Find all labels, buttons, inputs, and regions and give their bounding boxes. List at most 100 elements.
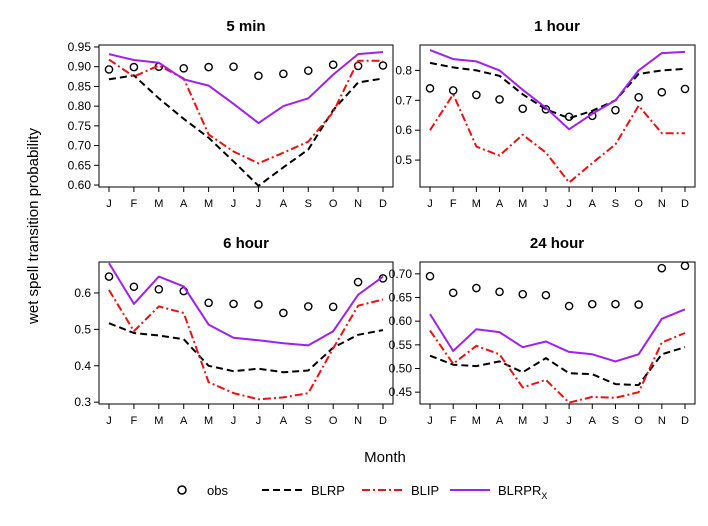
legend-blrprx-main: BLRPR bbox=[498, 483, 541, 498]
x-tick-label: N bbox=[658, 415, 666, 427]
x-tick-label: A bbox=[589, 198, 597, 210]
series-layer bbox=[425, 49, 690, 184]
panel-24hour: 24 hour 0.45 0.50 0.55 0.60 0.65 0.70 J F M A M J J… bbox=[389, 235, 696, 427]
x-tick-label: M bbox=[472, 198, 481, 210]
x-tick-label: D bbox=[379, 415, 387, 427]
x-tick-label: F bbox=[450, 198, 457, 210]
obs-point bbox=[657, 87, 667, 97]
panel-5min: 5 min 0.60 0.65 0.70 0.75 0.80 0.85 0.90 0.95 J… bbox=[68, 18, 394, 210]
x-tick-label: N bbox=[658, 198, 666, 210]
y-tick-label: 0.70 bbox=[68, 139, 92, 153]
x-axis-label: Month bbox=[364, 449, 406, 466]
x-tick-label: O bbox=[634, 198, 643, 210]
x-tick-label: N bbox=[354, 198, 362, 210]
series-line-blip bbox=[429, 330, 686, 404]
obs-point bbox=[229, 299, 238, 309]
series-line-blip bbox=[108, 58, 383, 165]
x-tick-label: A bbox=[180, 415, 188, 427]
x-tick-label: M bbox=[204, 415, 213, 427]
panel-1hour: 1 hour 0.5 0.6 0.7 0.8 J F M A M J J A S O N D bbox=[395, 18, 696, 210]
x-tick-label: O bbox=[329, 415, 338, 427]
legend-blrp-label: BLRP bbox=[311, 483, 345, 498]
x-tick-label: F bbox=[131, 415, 138, 427]
x-tick-label: A bbox=[589, 415, 597, 427]
series-line-blrp bbox=[108, 322, 384, 374]
x-tick-label: J bbox=[427, 198, 433, 210]
obs-point bbox=[279, 308, 288, 318]
x-tick-label: J bbox=[543, 198, 549, 210]
obs-point bbox=[541, 104, 551, 114]
plot-frame bbox=[98, 261, 394, 405]
x-tick-label: J bbox=[231, 198, 237, 210]
x-tick-label: A bbox=[280, 415, 288, 427]
obs-point bbox=[611, 105, 620, 115]
x-tick-label: J bbox=[543, 415, 549, 427]
obs-point bbox=[129, 282, 139, 292]
x-tick-label: S bbox=[612, 198, 619, 210]
x-tick-label: M bbox=[204, 198, 213, 210]
obs-point bbox=[328, 302, 338, 312]
obs-point bbox=[378, 61, 388, 70]
x-tick-label: M bbox=[154, 198, 163, 210]
series-line-blrp bbox=[429, 61, 686, 120]
obs-point bbox=[204, 298, 213, 308]
y-axis: 0.45 0.50 0.55 0.60 0.65 0.70 bbox=[389, 267, 420, 399]
obs-point bbox=[179, 63, 189, 73]
series-line-blrp bbox=[108, 74, 384, 187]
series-line-blip bbox=[429, 93, 685, 184]
y-tick-label: 0.8 bbox=[395, 63, 412, 77]
panel-title: 6 hour bbox=[223, 235, 269, 252]
y-tick-label: 0.6 bbox=[74, 286, 91, 300]
obs-point bbox=[104, 65, 114, 74]
x-tick-label: O bbox=[634, 415, 643, 427]
y-tick-label: 0.60 bbox=[68, 178, 92, 192]
x-tick-label: J bbox=[106, 415, 112, 427]
x-tick-label: F bbox=[450, 415, 457, 427]
x-tick-label: J bbox=[231, 415, 237, 427]
obs-point bbox=[104, 272, 114, 281]
y-tick-label: 0.50 bbox=[389, 362, 413, 376]
x-tick-label: J bbox=[427, 415, 433, 427]
y-tick-label: 0.65 bbox=[68, 158, 92, 172]
obs-point bbox=[495, 287, 504, 297]
x-tick-label: D bbox=[681, 198, 689, 210]
y-tick-label: 0.70 bbox=[389, 267, 413, 281]
obs-point bbox=[353, 277, 363, 287]
x-tick-label: J bbox=[256, 198, 262, 210]
obs-point bbox=[657, 263, 667, 273]
obs-point bbox=[425, 271, 435, 281]
series-line-blrp bbox=[429, 346, 686, 387]
series-line-blip bbox=[108, 289, 384, 401]
legend-obs-marker bbox=[177, 485, 187, 495]
y-tick-label: 0.5 bbox=[74, 322, 91, 336]
y-tick-label: 0.80 bbox=[68, 99, 92, 113]
y-tick-label: 0.85 bbox=[68, 79, 92, 93]
y-tick-label: 0.55 bbox=[389, 338, 413, 352]
y-axis: 0.3 0.4 0.5 0.6 bbox=[74, 286, 99, 409]
plot-frame bbox=[98, 44, 394, 188]
y-tick-label: 0.4 bbox=[74, 359, 91, 373]
obs-point bbox=[564, 301, 574, 311]
obs-point bbox=[472, 90, 481, 100]
obs-point bbox=[634, 300, 643, 309]
obs-point bbox=[680, 261, 690, 271]
series-line-blrprx bbox=[429, 308, 686, 363]
series-line-blrprx bbox=[108, 262, 384, 347]
x-tick-label: J bbox=[566, 198, 572, 210]
series-layer bbox=[425, 261, 690, 404]
x-tick-label: M bbox=[518, 415, 527, 427]
x-tick-label: J bbox=[566, 415, 572, 427]
obs-point bbox=[303, 302, 313, 311]
plot-frame bbox=[419, 261, 696, 405]
obs-point bbox=[303, 66, 313, 75]
y-tick-label: 0.65 bbox=[389, 291, 413, 305]
series-layer bbox=[104, 51, 388, 187]
y-tick-label: 0.6 bbox=[395, 123, 412, 137]
series-line-blrprx bbox=[429, 49, 686, 131]
obs-point bbox=[611, 299, 620, 309]
obs-point bbox=[254, 300, 263, 309]
